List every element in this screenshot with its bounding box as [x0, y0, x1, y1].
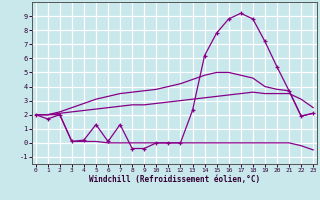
X-axis label: Windchill (Refroidissement éolien,°C): Windchill (Refroidissement éolien,°C) — [89, 175, 260, 184]
